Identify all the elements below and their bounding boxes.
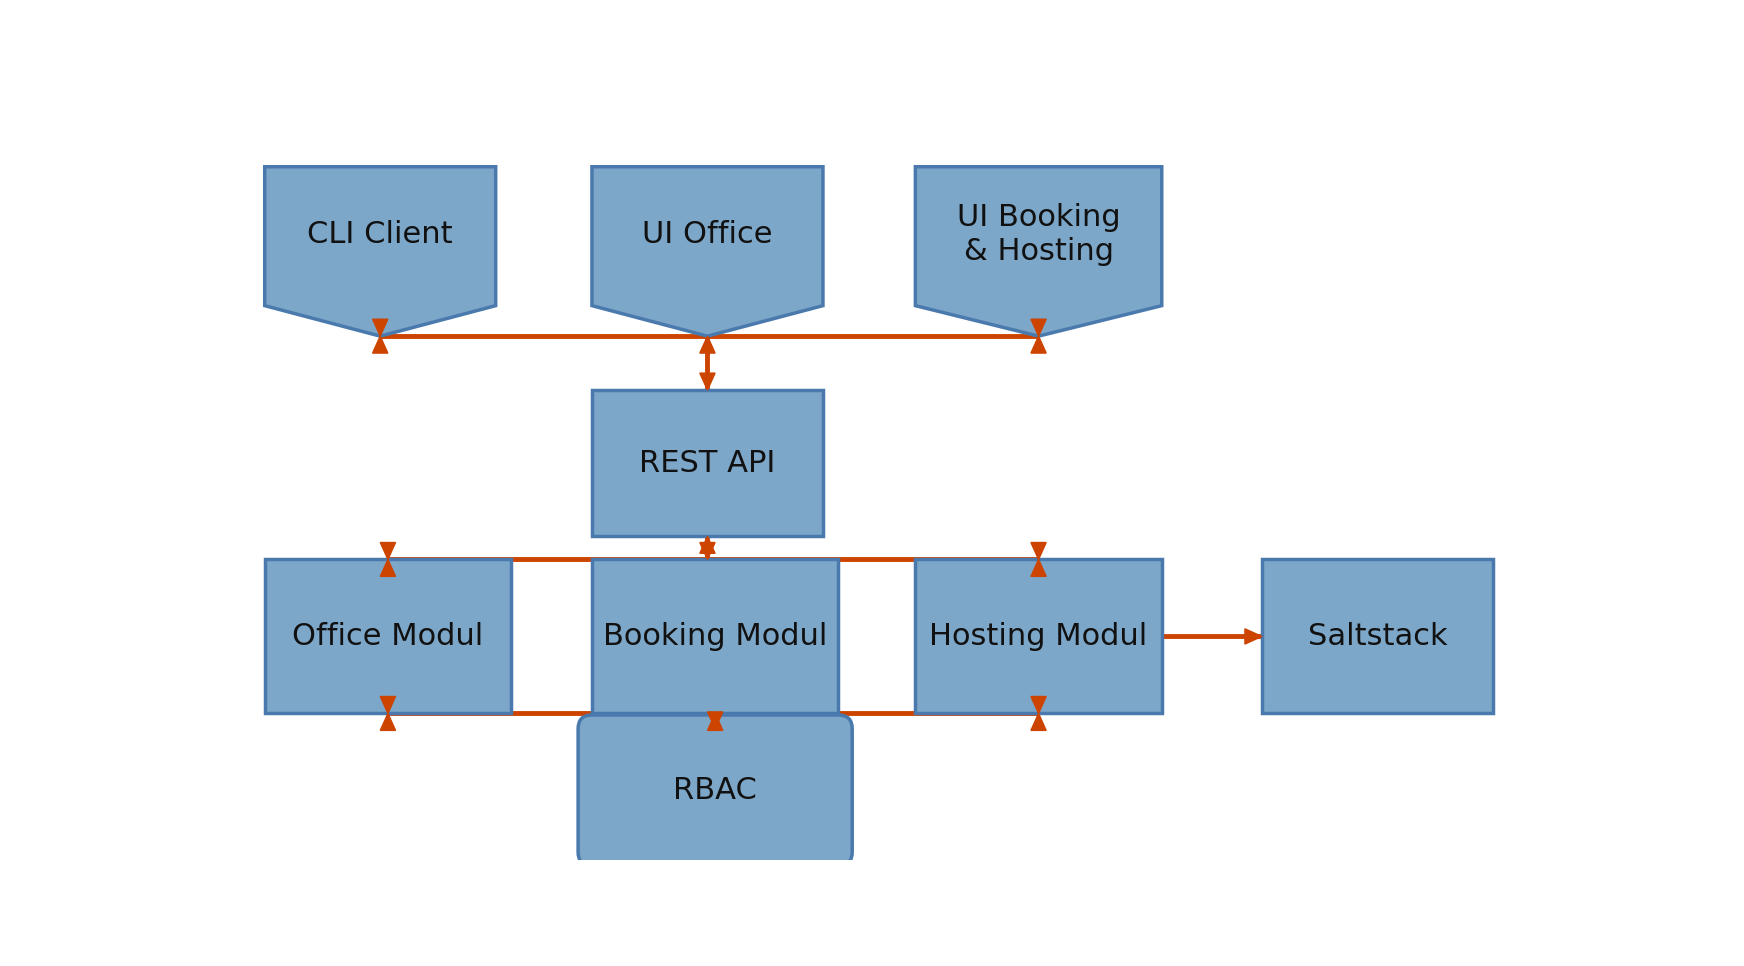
Polygon shape: [708, 712, 722, 728]
Polygon shape: [1031, 336, 1046, 354]
Bar: [265, 559, 511, 714]
Polygon shape: [380, 559, 396, 577]
Text: Office Modul: Office Modul: [293, 622, 483, 651]
Text: UI Booking
& Hosting: UI Booking & Hosting: [957, 203, 1120, 266]
Polygon shape: [1031, 559, 1046, 577]
Text: UI Office: UI Office: [642, 220, 773, 249]
Text: CLI Client: CLI Client: [307, 220, 453, 249]
Polygon shape: [699, 536, 715, 554]
Text: Saltstack: Saltstack: [1308, 622, 1448, 651]
Polygon shape: [916, 167, 1162, 336]
Polygon shape: [1245, 629, 1263, 644]
Polygon shape: [699, 373, 715, 390]
Polygon shape: [265, 167, 495, 336]
Polygon shape: [373, 319, 387, 336]
Text: RBAC: RBAC: [673, 776, 757, 805]
Polygon shape: [1031, 319, 1046, 336]
Polygon shape: [1031, 714, 1046, 730]
Polygon shape: [699, 336, 715, 354]
FancyBboxPatch shape: [577, 715, 853, 866]
Polygon shape: [380, 714, 396, 730]
Text: Booking Modul: Booking Modul: [603, 622, 827, 651]
Text: REST API: REST API: [640, 448, 776, 478]
Polygon shape: [1031, 696, 1046, 714]
Polygon shape: [380, 543, 396, 559]
Polygon shape: [708, 714, 722, 730]
Bar: [591, 390, 823, 536]
Text: Hosting Modul: Hosting Modul: [930, 622, 1148, 651]
Polygon shape: [1031, 543, 1046, 559]
Bar: [916, 559, 1162, 714]
Bar: [1263, 559, 1493, 714]
Bar: [591, 559, 839, 714]
Polygon shape: [591, 167, 823, 336]
Polygon shape: [373, 336, 387, 354]
Polygon shape: [380, 696, 396, 714]
Polygon shape: [699, 543, 715, 559]
